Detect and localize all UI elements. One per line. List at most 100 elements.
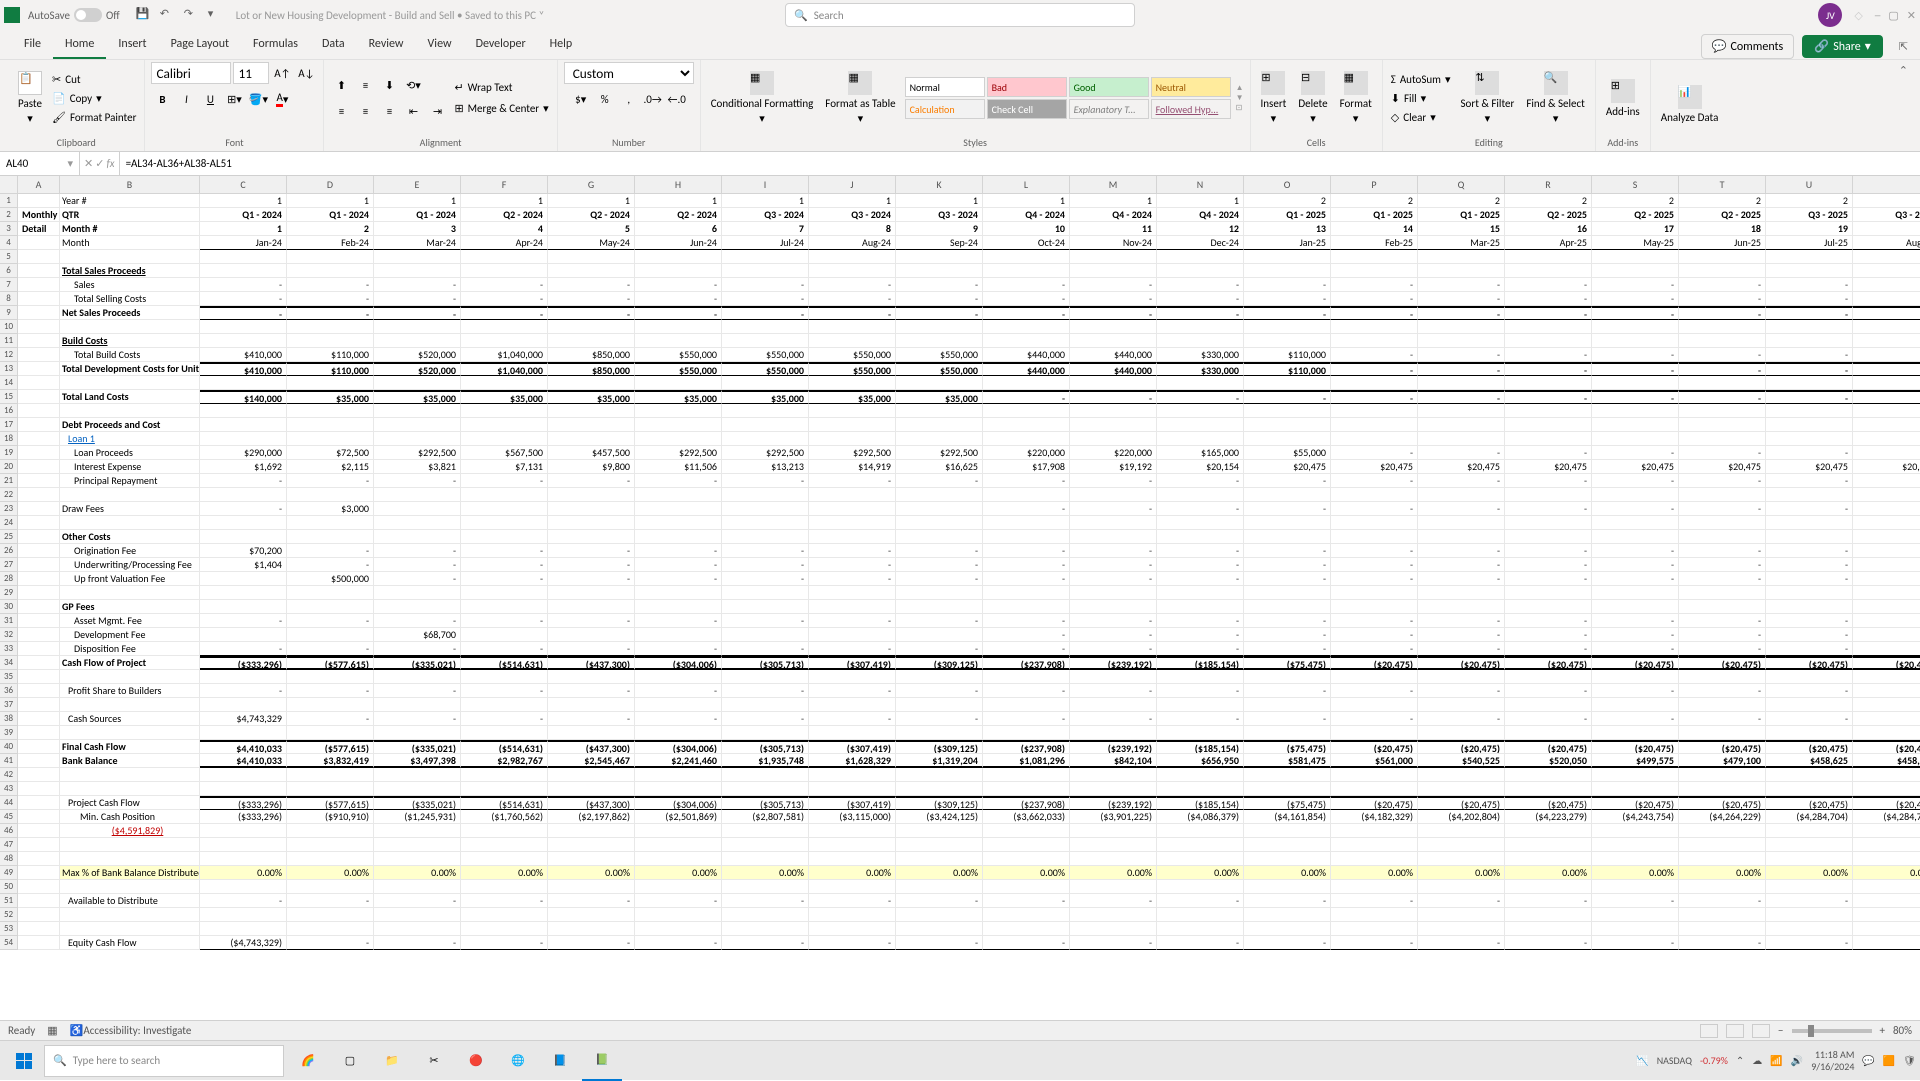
cell[interactable] xyxy=(1853,922,1920,936)
cell[interactable] xyxy=(722,250,809,264)
cell[interactable]: - xyxy=(896,894,983,908)
cell[interactable]: - xyxy=(1157,558,1244,572)
row-header-25[interactable]: 25 xyxy=(0,530,18,544)
cell[interactable]: - xyxy=(1592,390,1679,404)
cell[interactable]: 1 xyxy=(1157,194,1244,208)
row-header-44[interactable]: 44 xyxy=(0,796,18,810)
cell[interactable]: 5 xyxy=(548,222,635,236)
cell[interactable]: - xyxy=(1070,614,1157,628)
cell[interactable]: $16,625 xyxy=(896,460,983,474)
cell[interactable]: - xyxy=(1766,502,1853,516)
cell[interactable]: $550,000 xyxy=(722,348,809,362)
cell[interactable] xyxy=(635,698,722,712)
cell[interactable]: 2 xyxy=(1505,194,1592,208)
cell[interactable]: ($3,424,125) xyxy=(896,810,983,824)
row-header-36[interactable]: 36 xyxy=(0,684,18,698)
maximize-icon[interactable]: ▢ xyxy=(1888,9,1898,22)
cell[interactable]: - xyxy=(635,292,722,306)
cell[interactable]: - xyxy=(1070,306,1157,320)
cell[interactable]: - xyxy=(1592,614,1679,628)
cell[interactable] xyxy=(548,852,635,866)
cell[interactable]: - xyxy=(461,572,548,586)
cell[interactable] xyxy=(461,586,548,600)
cell[interactable] xyxy=(1853,404,1920,418)
cell[interactable]: ($335,021) xyxy=(374,740,461,754)
cell[interactable]: Cash Sources xyxy=(60,712,200,726)
cell[interactable]: - xyxy=(287,474,374,488)
cell[interactable]: - xyxy=(1244,642,1331,656)
cell[interactable] xyxy=(1418,768,1505,782)
cell[interactable]: - xyxy=(1418,292,1505,306)
cell[interactable]: ($437,300) xyxy=(548,740,635,754)
cell[interactable] xyxy=(896,782,983,796)
cell[interactable] xyxy=(1679,852,1766,866)
cell[interactable] xyxy=(1592,320,1679,334)
cell[interactable] xyxy=(18,782,60,796)
cell[interactable]: Total Build Costs xyxy=(60,348,200,362)
cell[interactable] xyxy=(1070,768,1157,782)
cell[interactable]: - xyxy=(1766,544,1853,558)
cell[interactable] xyxy=(983,698,1070,712)
cell[interactable]: 2 xyxy=(1766,194,1853,208)
cell[interactable]: ($577,615) xyxy=(287,656,374,670)
cell[interactable]: - xyxy=(722,558,809,572)
cell[interactable]: 1 xyxy=(809,194,896,208)
cell[interactable]: Q2 - 2025 xyxy=(1505,208,1592,222)
cell[interactable] xyxy=(1157,418,1244,432)
cell[interactable] xyxy=(635,488,722,502)
cell[interactable]: - xyxy=(635,544,722,558)
cell[interactable]: - xyxy=(809,614,896,628)
cell[interactable]: ($577,615) xyxy=(287,740,374,754)
cell[interactable]: - xyxy=(374,292,461,306)
cell[interactable] xyxy=(1418,530,1505,544)
cell[interactable] xyxy=(1331,376,1418,390)
cell[interactable] xyxy=(374,768,461,782)
cell[interactable] xyxy=(722,824,809,838)
cell[interactable]: - xyxy=(896,292,983,306)
cell[interactable]: 18 xyxy=(1679,222,1766,236)
cell[interactable] xyxy=(1070,404,1157,418)
cell[interactable]: - xyxy=(548,894,635,908)
cell[interactable] xyxy=(722,418,809,432)
accessibility-text[interactable]: Accessibility: Investigate xyxy=(83,1024,191,1037)
row-header-40[interactable]: 40 xyxy=(0,740,18,754)
cell[interactable]: $1,081,296 xyxy=(983,754,1070,768)
cell[interactable]: $458,625 xyxy=(1766,754,1853,768)
cell[interactable] xyxy=(461,432,548,446)
cell[interactable]: $110,000 xyxy=(1244,348,1331,362)
cell[interactable] xyxy=(200,432,287,446)
cell[interactable] xyxy=(1418,600,1505,614)
cell[interactable]: ($2,807,581) xyxy=(722,810,809,824)
cell[interactable] xyxy=(18,894,60,908)
cell[interactable] xyxy=(809,838,896,852)
cell[interactable] xyxy=(809,502,896,516)
cell[interactable]: May-24 xyxy=(548,236,635,250)
cell[interactable] xyxy=(983,768,1070,782)
cell[interactable] xyxy=(809,530,896,544)
cell[interactable]: - xyxy=(1070,572,1157,586)
cell[interactable] xyxy=(1679,404,1766,418)
cell[interactable]: - xyxy=(809,544,896,558)
cell[interactable]: ($20,475) xyxy=(1592,740,1679,754)
cell[interactable] xyxy=(635,586,722,600)
cell[interactable]: - xyxy=(1592,292,1679,306)
row-header-14[interactable]: 14 xyxy=(0,376,18,390)
cell[interactable] xyxy=(1157,600,1244,614)
cell[interactable]: - xyxy=(1766,628,1853,642)
row-header-27[interactable]: 27 xyxy=(0,558,18,572)
cell[interactable]: ($307,419) xyxy=(809,796,896,810)
cell[interactable]: - xyxy=(1505,572,1592,586)
cell[interactable]: $220,000 xyxy=(983,446,1070,460)
cell[interactable] xyxy=(809,768,896,782)
cell[interactable] xyxy=(1505,488,1592,502)
row-header-51[interactable]: 51 xyxy=(0,894,18,908)
row-header-24[interactable]: 24 xyxy=(0,516,18,530)
cell[interactable]: - xyxy=(1157,390,1244,404)
cell[interactable] xyxy=(374,586,461,600)
cell[interactable]: - xyxy=(1592,558,1679,572)
cell[interactable]: 2 xyxy=(1679,194,1766,208)
cell[interactable] xyxy=(200,670,287,684)
cell[interactable]: - xyxy=(722,894,809,908)
cell[interactable] xyxy=(18,698,60,712)
cell[interactable] xyxy=(1766,488,1853,502)
